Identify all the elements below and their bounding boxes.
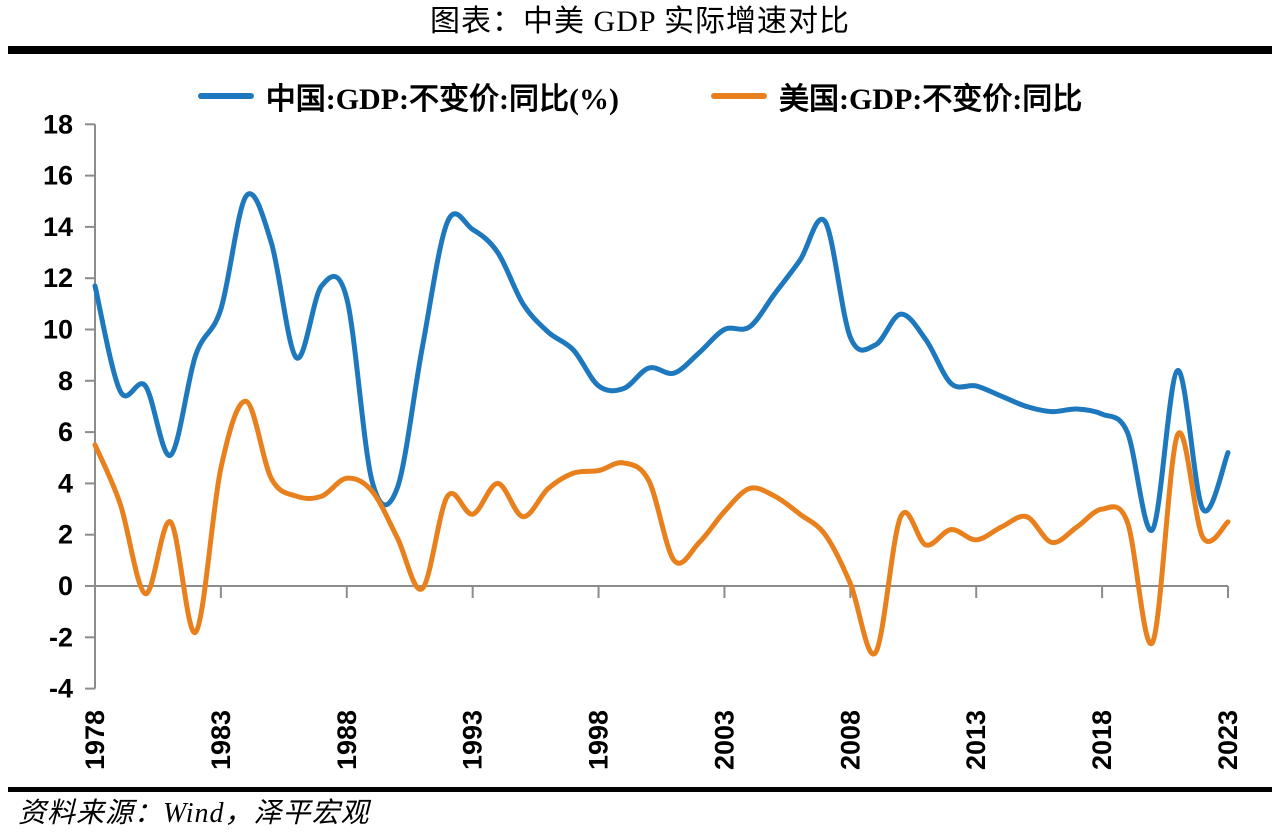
y-tick-label: 2 <box>58 520 73 550</box>
y-tick-label: 4 <box>58 468 73 498</box>
y-tick-label: 0 <box>58 571 73 601</box>
x-tick-label: 1978 <box>80 710 110 770</box>
x-tick-label: 2013 <box>961 710 991 770</box>
x-tick-label: 2003 <box>709 710 739 770</box>
y-tick-label: 6 <box>58 417 73 447</box>
china-line-swatch <box>197 93 254 99</box>
x-tick-label: 2008 <box>835 710 865 770</box>
china-gdp-line <box>92 191 1231 533</box>
x-tick-label: 1998 <box>584 710 614 770</box>
us-line-swatch <box>710 93 767 99</box>
source-note: 资料来源：Wind，泽平宏观 <box>18 798 370 829</box>
y-tick-label: -4 <box>49 674 73 704</box>
legend-label-us: 美国:GDP:不变价:同比 <box>778 83 1083 116</box>
x-tick-label: 1983 <box>206 710 236 770</box>
chart-title: 图表：中美 GDP 实际增速对比 <box>430 5 850 38</box>
y-tick-label: 8 <box>58 366 73 396</box>
y-tick-label: 18 <box>43 109 73 139</box>
y-tick-label: -2 <box>49 622 73 652</box>
y-tick-label: 10 <box>43 315 73 345</box>
y-tick-label: 12 <box>43 263 73 293</box>
legend: 中国:GDP:不变价:同比(%) 美国:GDP:不变价:同比 <box>0 76 1280 116</box>
y-tick-label: 16 <box>43 161 73 191</box>
x-tick-label: 2018 <box>1087 710 1117 770</box>
us-gdp-line <box>92 398 1231 657</box>
top-rule <box>8 46 1272 54</box>
legend-item-china: 中国:GDP:不变价:同比(%) <box>197 74 619 118</box>
y-tick-label: 14 <box>43 212 73 242</box>
x-tick-label: 1993 <box>458 710 488 770</box>
x-tick-label: 1988 <box>332 710 362 770</box>
bottom-rule <box>8 787 1272 792</box>
legend-label-china: 中国:GDP:不变价:同比(%) <box>265 83 619 116</box>
x-tick-label: 2023 <box>1213 710 1243 770</box>
legend-item-us: 美国:GDP:不变价:同比 <box>710 74 1083 118</box>
